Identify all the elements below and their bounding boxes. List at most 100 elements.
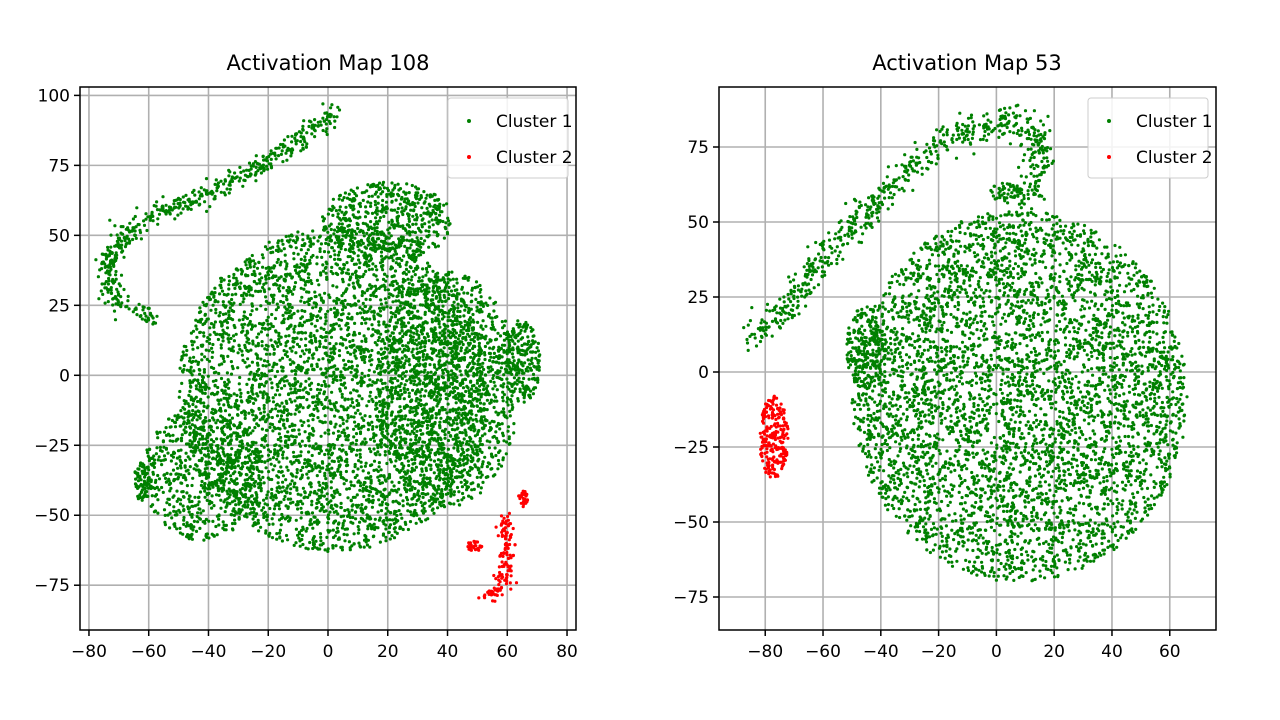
data-point bbox=[308, 383, 312, 387]
data-point bbox=[282, 247, 286, 251]
data-point bbox=[219, 190, 223, 194]
data-point bbox=[381, 268, 385, 272]
data-point bbox=[281, 369, 285, 373]
data-point bbox=[289, 487, 293, 491]
data-point bbox=[363, 464, 367, 468]
data-point bbox=[398, 374, 402, 378]
data-point bbox=[285, 465, 289, 469]
data-point bbox=[371, 535, 375, 539]
data-point bbox=[305, 359, 310, 363]
data-point bbox=[410, 458, 414, 462]
data-point bbox=[179, 409, 183, 413]
data-point bbox=[299, 354, 303, 358]
data-point bbox=[106, 245, 110, 249]
data-point bbox=[218, 311, 222, 315]
data-point bbox=[324, 339, 328, 343]
data-point bbox=[281, 242, 285, 246]
data-point bbox=[177, 395, 181, 399]
data-point bbox=[117, 292, 121, 296]
data-point bbox=[283, 384, 287, 388]
data-point bbox=[355, 473, 359, 477]
data-point bbox=[261, 506, 266, 510]
data-point bbox=[331, 326, 335, 330]
data-point bbox=[207, 386, 211, 390]
data-point bbox=[293, 324, 297, 328]
data-point bbox=[303, 258, 307, 262]
data-point bbox=[114, 251, 118, 255]
data-point bbox=[265, 400, 269, 404]
data-point bbox=[352, 262, 356, 266]
data-point bbox=[321, 269, 326, 273]
data-point bbox=[302, 360, 306, 364]
data-point bbox=[323, 291, 327, 295]
data-point bbox=[379, 254, 384, 258]
data-point bbox=[376, 338, 380, 343]
data-point bbox=[301, 238, 305, 242]
data-point bbox=[113, 295, 117, 299]
data-point bbox=[354, 411, 358, 415]
data-point bbox=[270, 415, 274, 420]
data-point bbox=[126, 294, 130, 298]
data-point bbox=[280, 512, 284, 517]
data-point bbox=[230, 177, 234, 181]
data-point bbox=[445, 460, 449, 464]
data-point bbox=[273, 448, 277, 452]
data-point bbox=[377, 498, 381, 502]
data-point bbox=[218, 333, 222, 337]
data-point bbox=[283, 353, 287, 357]
data-point bbox=[305, 526, 309, 531]
data-point bbox=[94, 258, 98, 262]
data-point bbox=[203, 200, 207, 204]
data-point bbox=[100, 267, 104, 271]
data-point bbox=[320, 298, 324, 302]
data-point bbox=[327, 467, 331, 471]
data-point bbox=[301, 124, 305, 128]
data-point bbox=[331, 546, 335, 550]
data-point bbox=[421, 303, 425, 307]
data-point bbox=[300, 423, 304, 428]
data-point bbox=[273, 427, 278, 431]
data-point bbox=[190, 380, 195, 384]
data-point bbox=[379, 250, 384, 254]
data-point bbox=[407, 394, 411, 399]
data-point bbox=[399, 493, 403, 497]
data-point bbox=[359, 376, 363, 380]
data-point bbox=[235, 267, 239, 271]
data-point bbox=[238, 286, 242, 291]
data-point bbox=[332, 459, 336, 464]
data-point bbox=[310, 499, 314, 503]
data-point bbox=[307, 404, 311, 408]
data-point bbox=[214, 311, 218, 315]
data-point bbox=[323, 471, 327, 475]
data-point bbox=[383, 478, 387, 482]
data-point bbox=[374, 488, 378, 492]
data-point bbox=[469, 379, 473, 383]
data-point bbox=[358, 452, 362, 456]
data-point bbox=[262, 158, 266, 162]
data-point bbox=[191, 329, 196, 333]
data-point bbox=[243, 178, 247, 183]
data-point bbox=[209, 308, 213, 312]
data-point bbox=[312, 491, 316, 495]
data-point bbox=[302, 461, 307, 465]
data-point bbox=[466, 326, 470, 330]
data-point bbox=[241, 317, 245, 322]
data-point bbox=[196, 378, 200, 382]
data-point bbox=[227, 283, 231, 287]
data-point bbox=[192, 369, 196, 373]
data-point bbox=[299, 404, 303, 408]
data-point bbox=[384, 527, 388, 531]
data-point bbox=[400, 377, 404, 381]
data-point bbox=[356, 279, 360, 283]
data-point bbox=[284, 294, 288, 299]
data-point bbox=[281, 300, 285, 305]
data-point bbox=[294, 527, 298, 531]
data-point bbox=[393, 269, 398, 273]
data-point bbox=[204, 177, 209, 181]
data-point bbox=[420, 444, 424, 448]
data-point bbox=[340, 268, 344, 272]
data-point bbox=[428, 363, 432, 367]
data-point bbox=[404, 263, 408, 267]
data-point bbox=[267, 369, 272, 373]
chart-title: Activation Map 108 bbox=[227, 51, 430, 75]
